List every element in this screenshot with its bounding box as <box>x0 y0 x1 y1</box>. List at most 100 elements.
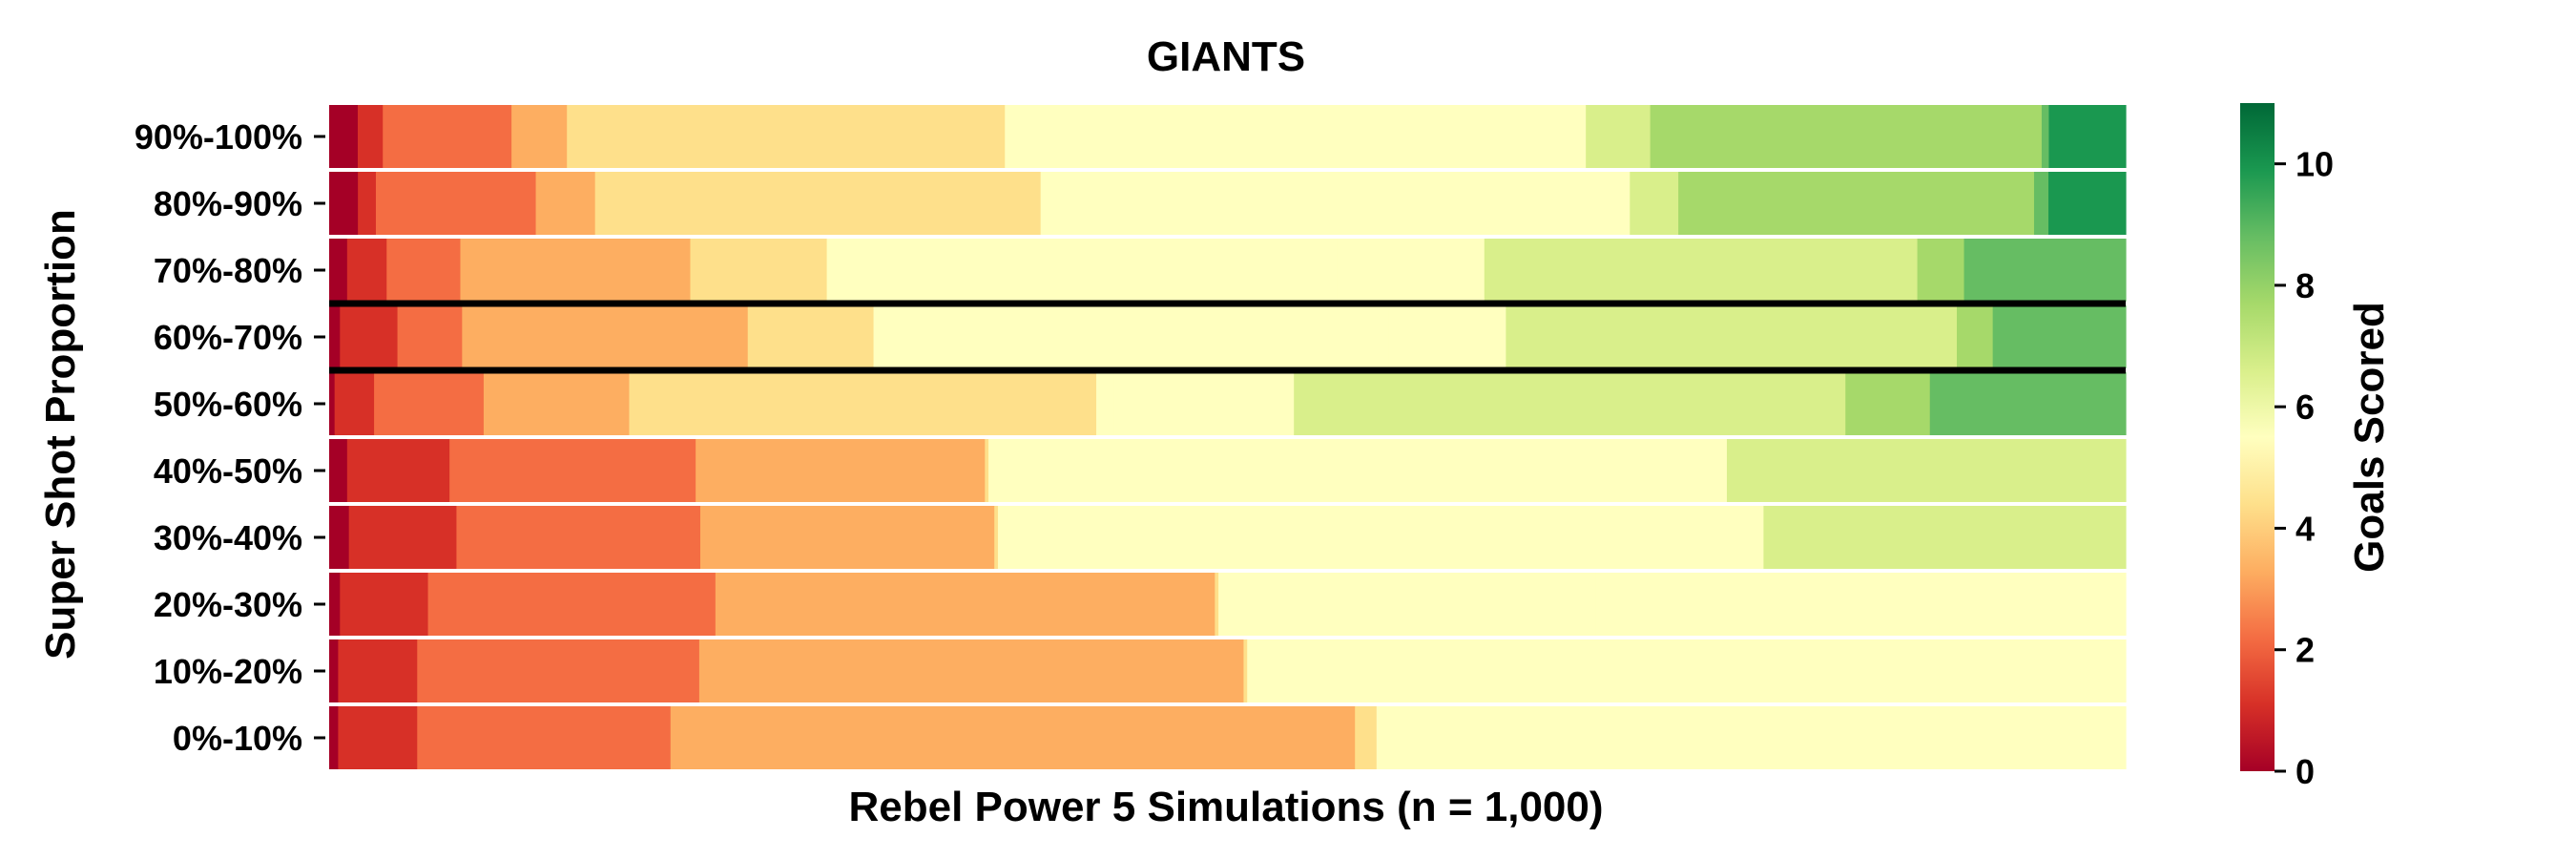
y-axis-label: Super Shot Proportion <box>37 209 84 660</box>
goal-segment-3 <box>700 506 995 569</box>
goal-segment-4 <box>747 305 875 368</box>
heatmap-row <box>329 172 2127 235</box>
goal-segment-0 <box>329 305 341 368</box>
heatmap-row <box>329 439 2127 502</box>
goal-segment-6 <box>1388 305 1506 368</box>
y-tick-label: 50%-60% <box>154 385 302 424</box>
colorbar-tick-label: 0 <box>2296 752 2315 791</box>
heatmap-row <box>329 706 2127 769</box>
goal-segment-1 <box>334 372 375 435</box>
goal-segment-2 <box>375 172 537 235</box>
y-tick-labels: 90%-100% 80%-90% 70%-80% 60%-70% 50%-60% 40%-… <box>135 117 325 758</box>
goal-segment-5 <box>988 439 1525 502</box>
goal-segment-10 <box>2048 172 2127 235</box>
goal-segment-0 <box>329 706 340 769</box>
goal-segment-5 <box>1005 105 1054 168</box>
goal-segment-0 <box>329 105 359 168</box>
goal-segment-9 <box>2041 105 2050 168</box>
goal-segment-8 <box>1917 239 1965 302</box>
goal-segment-4 <box>690 239 828 302</box>
goal-segment-1 <box>338 706 418 769</box>
goal-segment-2 <box>417 706 672 769</box>
goal-segment-5 <box>826 239 1338 302</box>
goal-segment-2 <box>427 573 717 636</box>
goal-segment-8 <box>1956 305 1994 368</box>
goal-segment-3 <box>670 706 1356 769</box>
goal-segment-4 <box>985 439 989 502</box>
goal-segment-7 <box>1763 506 2127 569</box>
goal-segment-4 <box>1243 639 1248 702</box>
y-tick-label: 90%-100% <box>135 117 302 157</box>
goal-segment-8 <box>1650 105 2043 168</box>
goal-segment-4 <box>594 172 1042 235</box>
goal-segment-6 <box>1052 105 1587 168</box>
y-tick-label: 10%-20% <box>154 652 302 691</box>
goal-segment-0 <box>329 172 359 235</box>
heatmap-row <box>329 372 2127 435</box>
goal-segment-3 <box>511 105 568 168</box>
goal-segment-9 <box>1963 239 2127 302</box>
goal-segment-3 <box>483 372 631 435</box>
goal-segment-2 <box>383 105 512 168</box>
goal-segment-3 <box>696 439 986 502</box>
colorbar-tick-label: 2 <box>2296 631 2315 670</box>
goal-segment-7 <box>1294 372 1846 435</box>
goal-segment-2 <box>374 372 485 435</box>
y-tick-label: 70%-80% <box>154 251 302 290</box>
goal-segment-3 <box>698 639 1245 702</box>
goal-segment-7 <box>1484 239 1919 302</box>
goal-segment-3 <box>715 573 1215 636</box>
goal-segment-9 <box>2033 172 2049 235</box>
goal-segment-5 <box>997 506 1555 569</box>
goal-segment-3 <box>460 239 692 302</box>
y-tick-label: 0%-10% <box>173 719 302 758</box>
goal-segment-1 <box>358 172 377 235</box>
goal-segment-5 <box>1218 573 1597 636</box>
goal-segment-7 <box>1586 105 1652 168</box>
goal-segment-6 <box>1591 639 2127 702</box>
heatmap-row <box>329 573 2127 636</box>
goal-segment-6 <box>1337 239 1485 302</box>
heatmap-row <box>329 105 2127 168</box>
heatmap-row <box>329 305 2127 368</box>
goal-segment-5 <box>1247 639 1593 702</box>
colorbar <box>2240 103 2275 771</box>
y-tick-label: 80%-90% <box>154 184 302 223</box>
goal-segment-4 <box>1215 573 1219 636</box>
goal-segment-1 <box>346 439 450 502</box>
goal-segment-3 <box>462 305 749 368</box>
goal-segment-7 <box>1506 305 1958 368</box>
goal-segment-8 <box>1845 372 1931 435</box>
goal-segment-7 <box>1630 172 1679 235</box>
heatmap-row <box>329 506 2127 569</box>
goal-segment-10 <box>2048 105 2127 168</box>
goal-segment-0 <box>329 239 348 302</box>
goal-segment-5 <box>1376 706 2127 769</box>
goal-segment-2 <box>417 639 700 702</box>
goal-segment-0 <box>329 573 341 636</box>
goal-segment-3 <box>535 172 596 235</box>
highlight-box <box>329 300 2126 374</box>
goal-segment-1 <box>338 639 418 702</box>
goal-segment-1 <box>340 305 399 368</box>
goal-segment-4 <box>629 372 1097 435</box>
goal-segment-6 <box>1595 573 2127 636</box>
goal-segment-5 <box>1096 372 1115 435</box>
goal-segment-8 <box>1678 172 2035 235</box>
heatmap-row <box>329 639 2127 702</box>
colorbar-tick-label: 10 <box>2296 145 2334 184</box>
goal-segment-1 <box>357 105 384 168</box>
goal-segment-1 <box>340 573 429 636</box>
goal-segment-9 <box>1929 372 2127 435</box>
goal-segment-6 <box>1092 172 1631 235</box>
goal-segment-2 <box>397 305 463 368</box>
x-axis-label: Rebel Power 5 Simulations (n = 1,000) <box>848 784 1603 830</box>
goal-segment-5 <box>873 305 1390 368</box>
heatmap-row <box>329 239 2127 302</box>
goal-segment-7 <box>1726 439 2127 502</box>
colorbar-gradient <box>2240 103 2275 771</box>
colorbar-ticks: 0 2 4 6 8 10 <box>2275 145 2334 791</box>
goal-segment-4 <box>994 506 999 569</box>
goal-segment-1 <box>346 239 387 302</box>
